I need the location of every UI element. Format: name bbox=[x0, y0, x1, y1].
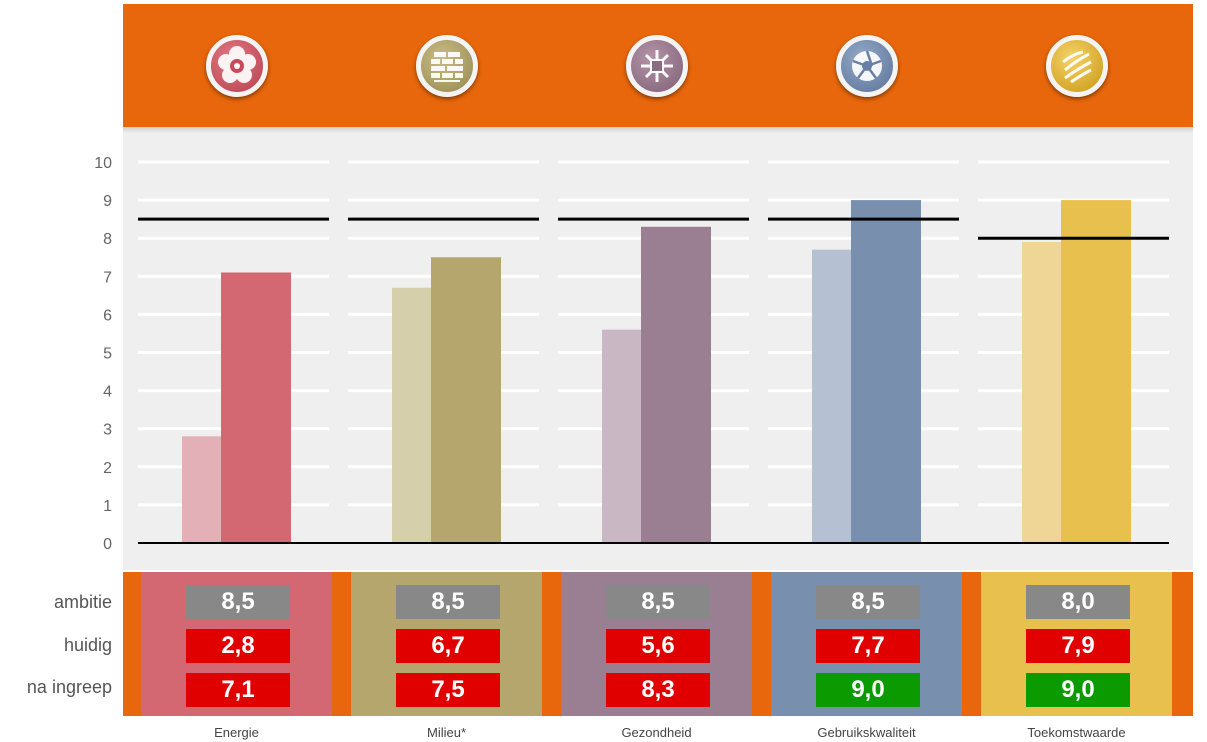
sphere-icon bbox=[1046, 35, 1108, 97]
score-cell-huidig: 6,7 bbox=[396, 629, 500, 663]
bar-na-ingreep bbox=[851, 200, 921, 543]
score-cell-na-ingreep: 8,3 bbox=[606, 673, 710, 707]
bar-na-ingreep bbox=[221, 272, 291, 543]
bar-na-ingreep bbox=[431, 257, 501, 543]
y-tick-label: 1 bbox=[103, 498, 112, 515]
y-tick-label: 6 bbox=[103, 307, 112, 324]
score-cell-ambitie: 8,5 bbox=[816, 585, 920, 619]
category-label: Energie bbox=[214, 725, 259, 740]
bar-huidig bbox=[812, 249, 852, 543]
score-cell-ambitie: 8,5 bbox=[186, 585, 290, 619]
category-label: Gebruikskwaliteit bbox=[817, 725, 916, 740]
aperture-icon bbox=[836, 35, 898, 97]
y-tick-label: 7 bbox=[103, 269, 112, 286]
score-cell-huidig: 5,6 bbox=[606, 629, 710, 663]
y-tick-label: 10 bbox=[94, 155, 112, 172]
bar-na-ingreep bbox=[1061, 200, 1131, 543]
score-cell-huidig: 2,8 bbox=[186, 629, 290, 663]
y-tick-label: 0 bbox=[103, 536, 112, 553]
score-cell-na-ingreep: 7,5 bbox=[396, 673, 500, 707]
row-label-ambitie: ambitie bbox=[53, 592, 112, 612]
bar-huidig bbox=[182, 436, 222, 543]
row-label-huidig: huidig bbox=[63, 635, 112, 655]
category-label: Milieu* bbox=[426, 725, 466, 740]
bar-huidig bbox=[602, 329, 642, 543]
score-cell-ambitie: 8,5 bbox=[606, 585, 710, 619]
score-cell-huidig: 7,9 bbox=[1026, 629, 1130, 663]
category-label: Gezondheid bbox=[621, 725, 692, 740]
snowflake-icon bbox=[626, 35, 688, 97]
score-cell-ambitie: 8,5 bbox=[396, 585, 500, 619]
score-cell-huidig: 7,7 bbox=[816, 629, 920, 663]
score-cell-ambitie: 8,0 bbox=[1026, 585, 1130, 619]
row-label-na-ingreep: na ingreep bbox=[26, 677, 112, 697]
y-tick-label: 8 bbox=[103, 231, 112, 248]
brick-wall-icon bbox=[416, 35, 478, 97]
y-tick-label: 5 bbox=[103, 346, 112, 363]
score-cell-na-ingreep: 7,1 bbox=[186, 673, 290, 707]
header-shadow bbox=[123, 127, 1193, 133]
y-tick-label: 9 bbox=[103, 193, 112, 210]
bar-huidig bbox=[1022, 242, 1062, 543]
y-tick-label: 2 bbox=[103, 460, 112, 477]
flower-icon bbox=[206, 35, 268, 97]
y-tick-label: 3 bbox=[103, 422, 112, 439]
score-cell-na-ingreep: 9,0 bbox=[1026, 673, 1130, 707]
bar-chart: 0 1 2 3 4 5 6 7 8 9 10 bbox=[94, 155, 1169, 553]
category-label: Toekomstwaarde bbox=[1027, 725, 1126, 740]
bar-huidig bbox=[392, 287, 432, 543]
y-tick-label: 4 bbox=[103, 384, 112, 401]
bar-na-ingreep bbox=[641, 226, 711, 543]
score-cell-na-ingreep: 9,0 bbox=[816, 673, 920, 707]
